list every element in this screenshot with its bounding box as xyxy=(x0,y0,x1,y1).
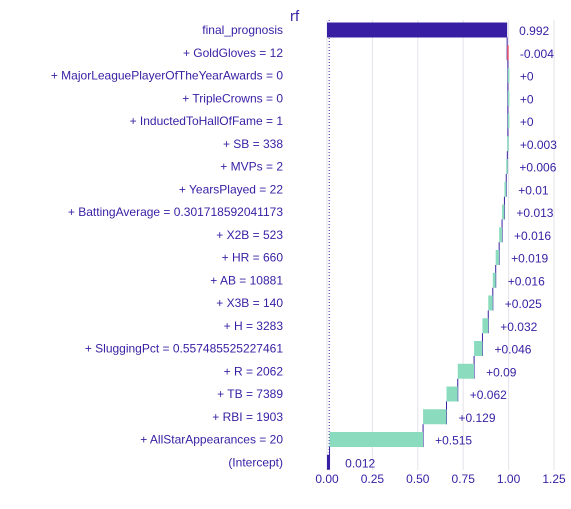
x-tick-label: 0.00 xyxy=(315,472,339,486)
value-label: 0.992 xyxy=(519,24,549,38)
value-label: +0.016 xyxy=(514,229,551,243)
bar xyxy=(499,227,503,243)
row-label: + BattingAverage = 0.301718592041173 xyxy=(68,205,283,219)
bar xyxy=(495,250,500,265)
value-label: +0.003 xyxy=(520,138,557,152)
bar xyxy=(507,68,510,83)
x-axis-ticks: 0.00 0.25 0.50 0.75 1.00 1.25 xyxy=(315,472,566,486)
row-label: + MVPs = 2 xyxy=(220,160,283,174)
value-label: +0.016 xyxy=(508,274,545,288)
row-label: + AB = 10881 xyxy=(210,273,283,287)
row-label: + GoldGloves = 12 xyxy=(183,46,283,60)
bar xyxy=(507,90,510,106)
bar xyxy=(482,318,489,334)
row-label: + X2B = 523 xyxy=(216,228,283,242)
value-label: +0.006 xyxy=(519,161,556,175)
grid-lines xyxy=(326,20,555,470)
value-label: +0.046 xyxy=(494,343,531,357)
row-label: + SB = 338 xyxy=(223,137,283,151)
bar xyxy=(504,181,507,197)
row-label: + YearsPlayed = 22 xyxy=(179,182,283,196)
row-labels: final_prognosis + GoldGloves = 12 + MajorL… xyxy=(51,23,283,469)
row-label: (Intercept) xyxy=(228,455,283,469)
bar xyxy=(507,113,510,129)
row-label: + AllStarAppearances = 20 xyxy=(140,433,283,447)
row-label: + HR = 660 xyxy=(222,251,284,265)
bars xyxy=(327,22,510,470)
chart-title: rf xyxy=(290,8,300,25)
row-label: + InductedToHallOfFame = 1 xyxy=(130,114,284,128)
value-label: +0.062 xyxy=(470,388,507,402)
bar xyxy=(329,432,424,447)
row-label: + R = 2062 xyxy=(224,364,284,378)
value-labels: 0.992 -0.004 +0 +0 +0 +0.003 +0.006 +0.01 +0.013… xyxy=(345,24,557,470)
x-tick-label: 0.50 xyxy=(406,472,430,486)
value-label: +0 xyxy=(520,115,534,129)
row-label: + X3B = 140 xyxy=(216,296,283,310)
value-label: +0.09 xyxy=(486,365,517,379)
x-tick-label: 0.75 xyxy=(452,472,476,486)
value-label: +0.515 xyxy=(435,434,472,448)
row-label: + MajorLeaguePlayerOfTheYearAwards = 0 xyxy=(51,69,283,83)
bar xyxy=(474,341,483,356)
x-tick-label: 1.00 xyxy=(497,472,521,486)
value-label: +0.013 xyxy=(516,206,553,220)
row-label: + SluggingPct = 0.557485525227461 xyxy=(85,342,284,356)
value-label: +0.019 xyxy=(511,252,548,266)
bar xyxy=(507,136,509,152)
x-tick-label: 1.25 xyxy=(542,472,566,486)
bar xyxy=(488,295,493,311)
value-label: +0.032 xyxy=(500,320,537,334)
bar xyxy=(457,363,475,379)
value-label: +0.129 xyxy=(458,411,495,425)
bar xyxy=(507,45,509,61)
bar xyxy=(506,159,508,174)
value-label: +0 xyxy=(520,70,534,84)
bar xyxy=(492,272,496,288)
row-label: + TB = 7389 xyxy=(217,387,283,401)
value-label: +0.025 xyxy=(505,297,542,311)
row-label: final_prognosis xyxy=(202,23,283,37)
x-tick-label: 0.25 xyxy=(361,472,385,486)
row-label: + RBI = 1903 xyxy=(212,410,283,424)
bar xyxy=(446,386,458,402)
row-label: + H = 3283 xyxy=(224,319,284,333)
value-label: 0.012 xyxy=(345,456,375,470)
bar xyxy=(327,22,508,38)
bar xyxy=(327,454,330,470)
bar xyxy=(423,409,447,425)
value-label: +0.01 xyxy=(518,183,549,197)
row-label: + TripleCrowns = 0 xyxy=(182,91,283,105)
value-label: +0 xyxy=(520,92,534,106)
bar xyxy=(502,204,505,220)
value-label: -0.004 xyxy=(520,47,554,61)
